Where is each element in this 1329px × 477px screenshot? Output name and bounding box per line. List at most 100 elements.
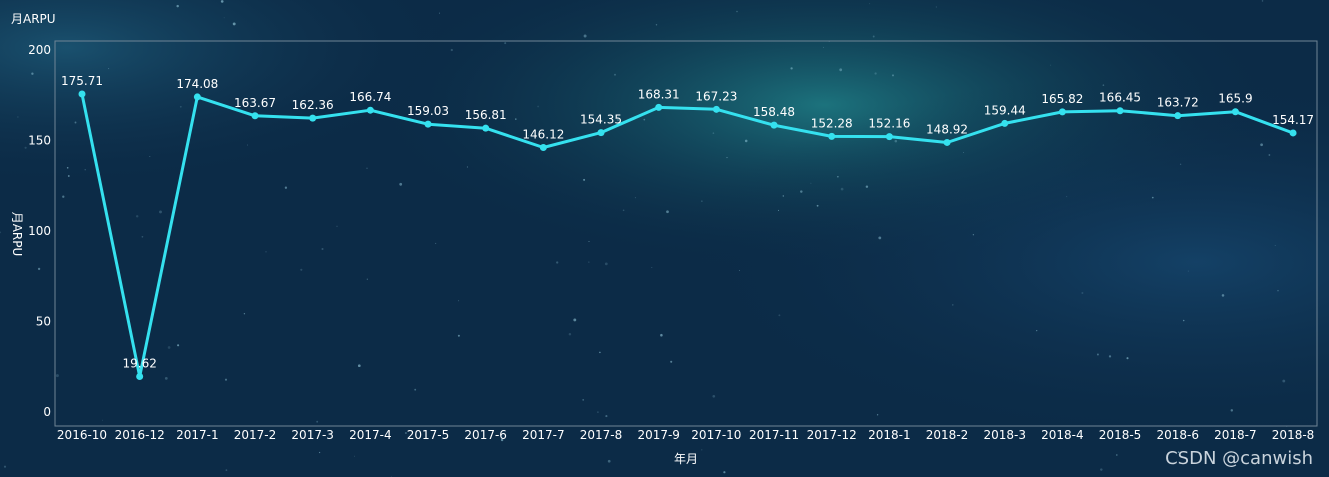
x-tick-label: 2017-7	[522, 428, 565, 442]
star	[67, 175, 70, 177]
star	[607, 459, 611, 463]
star	[962, 152, 964, 154]
watermark: CSDN @canwish	[1165, 448, 1313, 469]
star	[1221, 294, 1225, 297]
star	[220, 0, 224, 3]
star	[500, 438, 504, 442]
star	[778, 209, 779, 211]
data-point	[539, 144, 547, 152]
x-tick-label: 2017-8	[580, 428, 623, 442]
star	[300, 268, 303, 271]
star	[366, 278, 368, 280]
star	[321, 247, 324, 251]
y-tick-label: 200	[28, 43, 51, 57]
data-label: 159.03	[407, 104, 449, 118]
data-label: 162.36	[292, 98, 334, 112]
star	[726, 157, 728, 159]
star	[655, 24, 658, 26]
star	[643, 118, 646, 121]
star	[3, 465, 7, 468]
star	[666, 210, 669, 214]
x-tick-label: 2018-8	[1272, 428, 1315, 442]
data-label: 152.28	[811, 116, 853, 130]
y-tick-label: 0	[43, 405, 51, 419]
star	[1230, 409, 1234, 412]
star	[583, 34, 587, 38]
star	[167, 346, 171, 349]
star	[1187, 270, 1189, 272]
x-axis-ticks: 2016-10 2016-12 2017-1 2017-2 2017-3 2017-4 20…	[57, 428, 1314, 442]
star	[515, 118, 517, 120]
star	[891, 74, 895, 77]
star	[84, 169, 86, 171]
star	[894, 139, 898, 143]
data-point	[78, 90, 86, 98]
star	[878, 236, 882, 240]
star	[651, 266, 653, 269]
data-label: 148.92	[926, 122, 968, 136]
star	[874, 72, 877, 75]
data-label: 168.31	[638, 87, 680, 101]
data-label: 175.71	[61, 74, 103, 88]
star	[1260, 143, 1263, 147]
star	[1282, 379, 1286, 383]
star	[265, 250, 267, 253]
star	[537, 105, 539, 108]
star	[744, 139, 748, 143]
star	[840, 187, 844, 191]
data-point	[1289, 129, 1297, 137]
star	[599, 351, 601, 354]
x-tick-label: 2017-5	[407, 428, 450, 442]
star	[528, 135, 529, 136]
star	[102, 419, 103, 421]
data-point	[424, 120, 432, 128]
y-tick-label: 50	[36, 315, 51, 329]
star	[597, 411, 599, 413]
star	[135, 215, 139, 218]
star	[778, 314, 781, 317]
star	[582, 399, 585, 401]
star	[670, 360, 673, 363]
star	[108, 68, 110, 70]
x-tick-label: 2017-6	[464, 428, 507, 442]
star	[865, 185, 869, 188]
star	[284, 186, 288, 189]
data-point	[1231, 108, 1239, 116]
star	[74, 121, 77, 124]
x-tick-label: 2017-11	[749, 428, 799, 442]
star	[1182, 319, 1185, 322]
x-tick-label: 2018-1	[868, 428, 911, 442]
data-point	[885, 133, 893, 141]
star	[466, 166, 468, 168]
star	[839, 68, 843, 72]
star	[243, 313, 246, 315]
star	[504, 42, 507, 45]
star	[1126, 357, 1129, 360]
star	[435, 242, 437, 244]
data-label: 174.08	[176, 77, 218, 91]
star	[179, 105, 182, 108]
star	[604, 262, 608, 266]
x-tick-label: 2017-2	[234, 428, 277, 442]
star	[149, 155, 151, 158]
data-label: 159.44	[984, 103, 1026, 117]
star	[876, 414, 879, 416]
star	[318, 451, 321, 454]
star	[583, 178, 586, 181]
star	[357, 364, 361, 368]
data-label: 163.67	[234, 96, 276, 110]
series-line	[80, 93, 1294, 378]
data-point	[482, 124, 490, 132]
star	[366, 167, 368, 169]
star	[622, 209, 625, 212]
star	[224, 378, 228, 381]
data-label: 146.12	[522, 128, 564, 142]
data-point	[943, 138, 951, 146]
star	[1151, 196, 1154, 199]
star	[634, 197, 636, 199]
star	[93, 76, 95, 78]
x-tick-label: 2018-5	[1099, 428, 1142, 442]
star	[712, 132, 715, 134]
